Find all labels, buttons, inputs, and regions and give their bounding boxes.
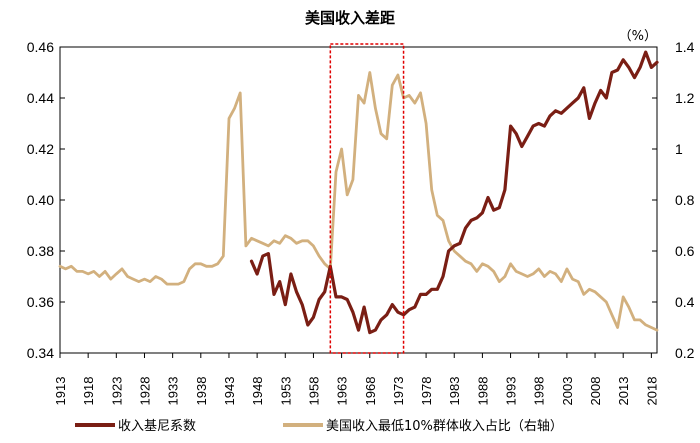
right-tick-label: 1 [675,141,683,157]
x-tick-label: 1993 [504,377,519,406]
right-tick-label: 1.4 [675,39,695,55]
x-tick-label: 2013 [616,377,631,406]
right-tick-label: 0.6 [675,243,695,259]
series-line-gini [249,50,659,335]
x-tick-label: 1913 [53,377,68,406]
x-tick-label: 1983 [447,377,462,406]
highlight-box [329,43,405,354]
left-tick-label: 0.36 [27,294,54,310]
x-tick-label: 1968 [363,377,378,406]
x-tick-label: 1918 [81,377,96,406]
legend-label-share: 美国收入最低10%群体收入占比（右轴） [326,419,563,434]
x-tick-label: 2003 [560,377,575,406]
series-layer [58,50,659,335]
left-tick-label: 0.38 [27,243,54,259]
left-tick-label: 0.46 [27,39,54,55]
left-tick-label: 0.40 [27,192,54,208]
plot-area [59,46,658,354]
x-tick-label: 1923 [109,377,124,406]
x-tick-label: 1953 [278,377,293,406]
x-tick-label: 1943 [222,377,237,406]
x-tick-label: 1948 [250,377,265,406]
left-tick-label: 0.34 [27,345,54,361]
x-tick-label: 1938 [194,377,209,406]
legend: 收入基尼系数 美国收入最低10%群体收入占比（右轴） [75,419,563,434]
x-tick-label: 2008 [588,377,603,406]
x-tick-label: 1933 [166,377,181,406]
chart-title: 美国收入差距 [305,9,395,27]
x-tick-label: 1973 [391,377,406,406]
right-tick-label: 0.2 [675,345,695,361]
x-tick-label: 1963 [335,377,350,406]
x-axis: 1913 1918 1923 1928 1933 1938 1943 1948 1953 1958… [53,353,659,405]
x-tick-label: 1998 [532,377,547,406]
right-tick-label: 1.2 [675,90,695,106]
x-tick-label: 1988 [475,377,490,406]
right-tick-label: 0.8 [675,192,695,208]
x-tick-label: 1978 [419,377,434,406]
x-tick-label: 1958 [306,377,321,406]
right-axis-unit: （%） [619,29,657,44]
x-tick-label: 2018 [644,377,659,406]
left-axis: 0.34 0.36 0.38 0.40 0.42 0.44 0.46 [27,39,65,361]
left-tick-label: 0.42 [27,141,54,157]
series-line-share [58,71,659,332]
right-axis: 0.2 0.4 0.6 0.8 1 1.2 1.4 [652,39,695,361]
left-tick-label: 0.44 [27,90,54,106]
x-tick-label: 1928 [137,377,152,406]
legend-label-gini: 收入基尼系数 [118,419,196,434]
right-tick-label: 0.4 [675,294,695,310]
